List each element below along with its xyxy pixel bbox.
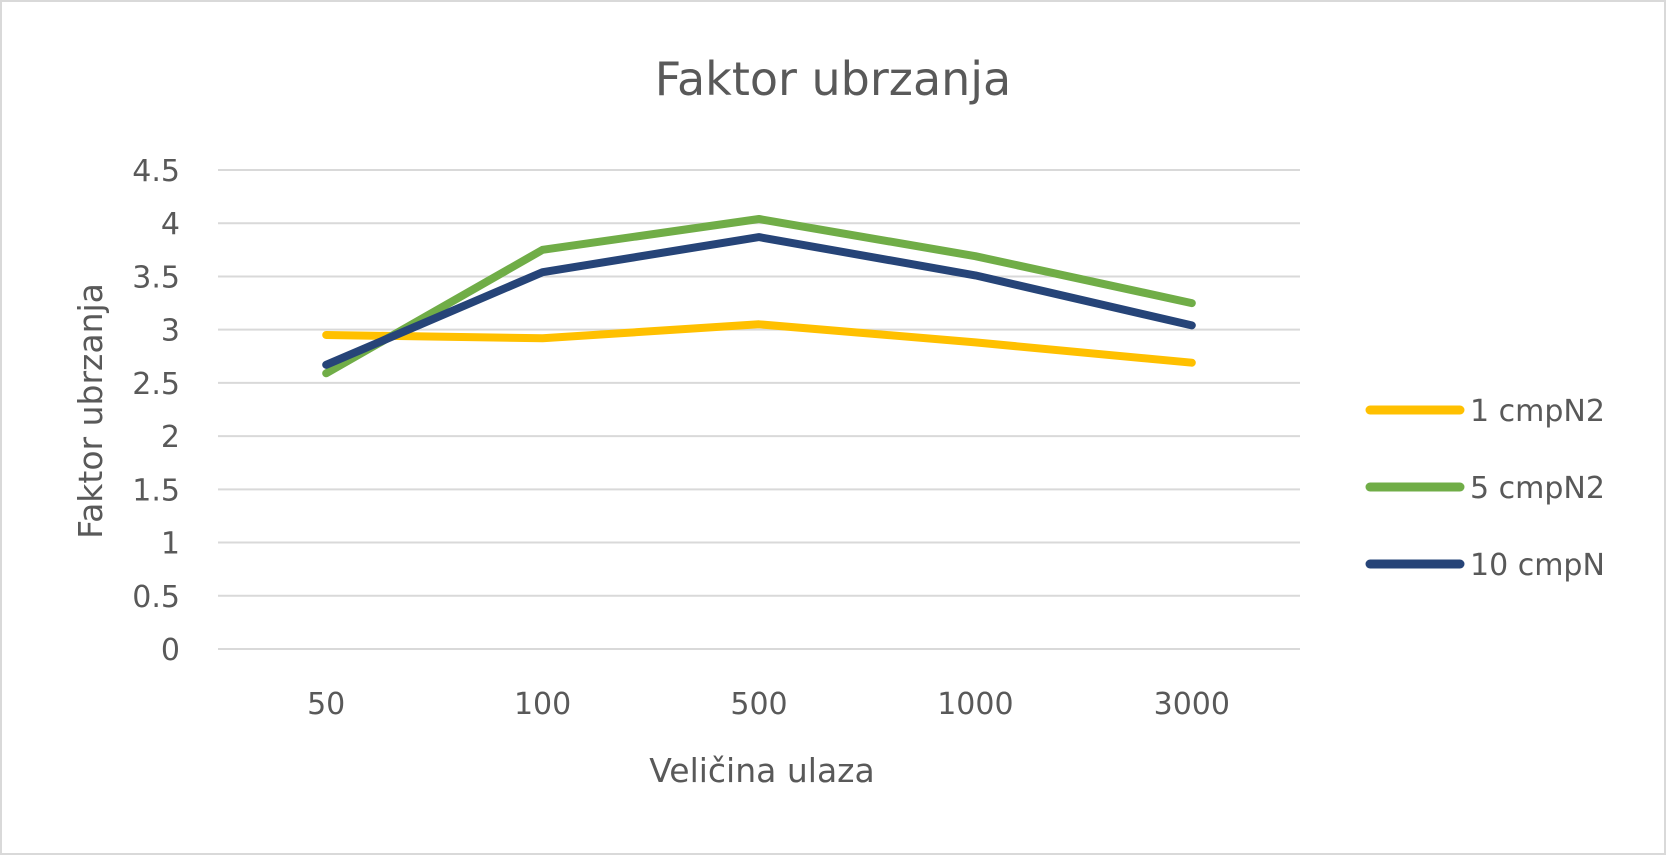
legend-item: 1 cmpN2: [1365, 394, 1605, 429]
series-line-1: [322, 320, 1196, 367]
gridlines: [218, 169, 1300, 650]
series-line-2: [322, 215, 1196, 378]
y-axis-title: Faktor ubrzanja: [71, 283, 110, 539]
y-tick-label: 1: [161, 527, 180, 562]
legend: 1 cmpN2 5 cmpN2 10 cmpN: [1365, 394, 1605, 583]
x-axis-title: Veličina ulaza: [649, 751, 874, 790]
y-tick-label: 3: [161, 314, 180, 349]
legend-label: 1 cmpN2: [1470, 394, 1605, 429]
legend-item: 5 cmpN2: [1365, 471, 1605, 506]
x-axis-ticks: 50 100 500 1000 3000: [307, 687, 1230, 722]
y-tick-label: 2.5: [132, 367, 180, 402]
legend-label: 5 cmpN2: [1470, 471, 1605, 506]
x-tick-label: 100: [514, 687, 571, 722]
legend-label: 10 cmpN: [1470, 548, 1605, 583]
x-tick-label: 500: [730, 687, 787, 722]
series-lines: [322, 215, 1196, 378]
y-tick-label: 1.5: [132, 473, 180, 508]
y-tick-label: 0: [161, 633, 180, 668]
y-tick-label: 3.5: [132, 260, 180, 295]
legend-item: 10 cmpN: [1365, 548, 1605, 583]
y-tick-label: 4.5: [132, 154, 180, 189]
series-line-3: [322, 233, 1196, 369]
x-tick-label: 50: [307, 687, 345, 722]
chart-title: Faktor ubrzanja: [655, 52, 1012, 106]
x-tick-label: 1000: [937, 687, 1013, 722]
y-tick-label: 0.5: [132, 580, 180, 615]
y-axis-ticks: 0 0.5 1 1.5 2 2.5 3 3.5 4 4.5: [132, 154, 180, 668]
y-tick-label: 2: [161, 420, 180, 455]
y-tick-label: 4: [161, 207, 180, 242]
x-tick-label: 3000: [1154, 687, 1230, 722]
